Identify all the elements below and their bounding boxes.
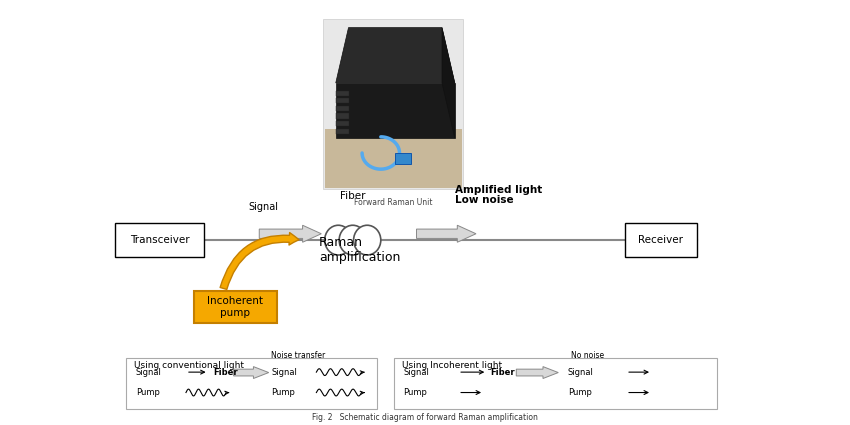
- Ellipse shape: [339, 225, 366, 255]
- Text: Signal: Signal: [568, 368, 594, 377]
- Text: Fiber: Fiber: [490, 368, 515, 377]
- Text: Noise transfer: Noise transfer: [271, 351, 326, 360]
- Bar: [395, 153, 411, 164]
- FancyBboxPatch shape: [126, 358, 377, 409]
- Text: Fiber: Fiber: [213, 368, 238, 377]
- Text: Pump: Pump: [403, 388, 427, 397]
- Text: Pump: Pump: [136, 388, 160, 397]
- FancyArrow shape: [516, 367, 558, 379]
- Text: Transceiver: Transceiver: [129, 235, 190, 245]
- FancyArrow shape: [259, 225, 321, 242]
- Polygon shape: [336, 83, 455, 138]
- FancyBboxPatch shape: [323, 19, 463, 189]
- FancyArrowPatch shape: [220, 232, 299, 289]
- FancyBboxPatch shape: [625, 223, 697, 257]
- FancyBboxPatch shape: [394, 358, 717, 409]
- Text: Receiver: Receiver: [638, 235, 683, 245]
- Text: Raman
amplification: Raman amplification: [319, 236, 400, 264]
- Text: Signal: Signal: [403, 368, 429, 377]
- FancyBboxPatch shape: [325, 129, 462, 188]
- Polygon shape: [442, 28, 455, 138]
- Text: Pump: Pump: [568, 388, 592, 397]
- Text: Signal: Signal: [136, 368, 162, 377]
- Text: Amplified light: Amplified light: [455, 185, 542, 196]
- FancyArrow shape: [234, 367, 269, 379]
- Text: Signal: Signal: [248, 202, 279, 212]
- Text: Pump: Pump: [271, 388, 295, 397]
- Text: No noise: No noise: [571, 351, 604, 360]
- FancyBboxPatch shape: [194, 291, 277, 323]
- FancyArrow shape: [416, 225, 476, 242]
- Polygon shape: [336, 28, 455, 83]
- FancyBboxPatch shape: [115, 223, 204, 257]
- Ellipse shape: [325, 225, 352, 255]
- Text: Signal: Signal: [271, 368, 297, 377]
- Text: Fig. 2   Schematic diagram of forward Raman amplification: Fig. 2 Schematic diagram of forward Rama…: [312, 413, 538, 422]
- Ellipse shape: [354, 225, 381, 255]
- Text: Using conventional light: Using conventional light: [134, 361, 244, 370]
- Text: Forward Raman Unit: Forward Raman Unit: [354, 198, 433, 207]
- Text: Incoherent
pump: Incoherent pump: [207, 296, 264, 318]
- Polygon shape: [336, 129, 348, 134]
- Polygon shape: [336, 106, 348, 111]
- Text: Low noise: Low noise: [455, 195, 513, 205]
- Text: Using Incoherent light: Using Incoherent light: [402, 361, 502, 370]
- Polygon shape: [336, 91, 348, 96]
- Polygon shape: [336, 121, 348, 126]
- Polygon shape: [336, 113, 348, 119]
- Text: Fiber: Fiber: [340, 190, 366, 201]
- Polygon shape: [336, 98, 348, 103]
